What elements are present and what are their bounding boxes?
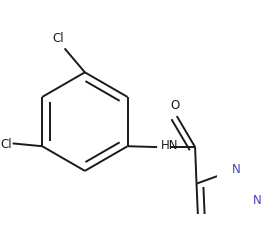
Text: HN: HN	[161, 139, 179, 152]
Text: N: N	[253, 194, 262, 207]
Text: Cl: Cl	[53, 32, 64, 45]
Text: O: O	[171, 99, 180, 112]
Text: N: N	[232, 163, 241, 176]
Text: Cl: Cl	[1, 138, 12, 151]
